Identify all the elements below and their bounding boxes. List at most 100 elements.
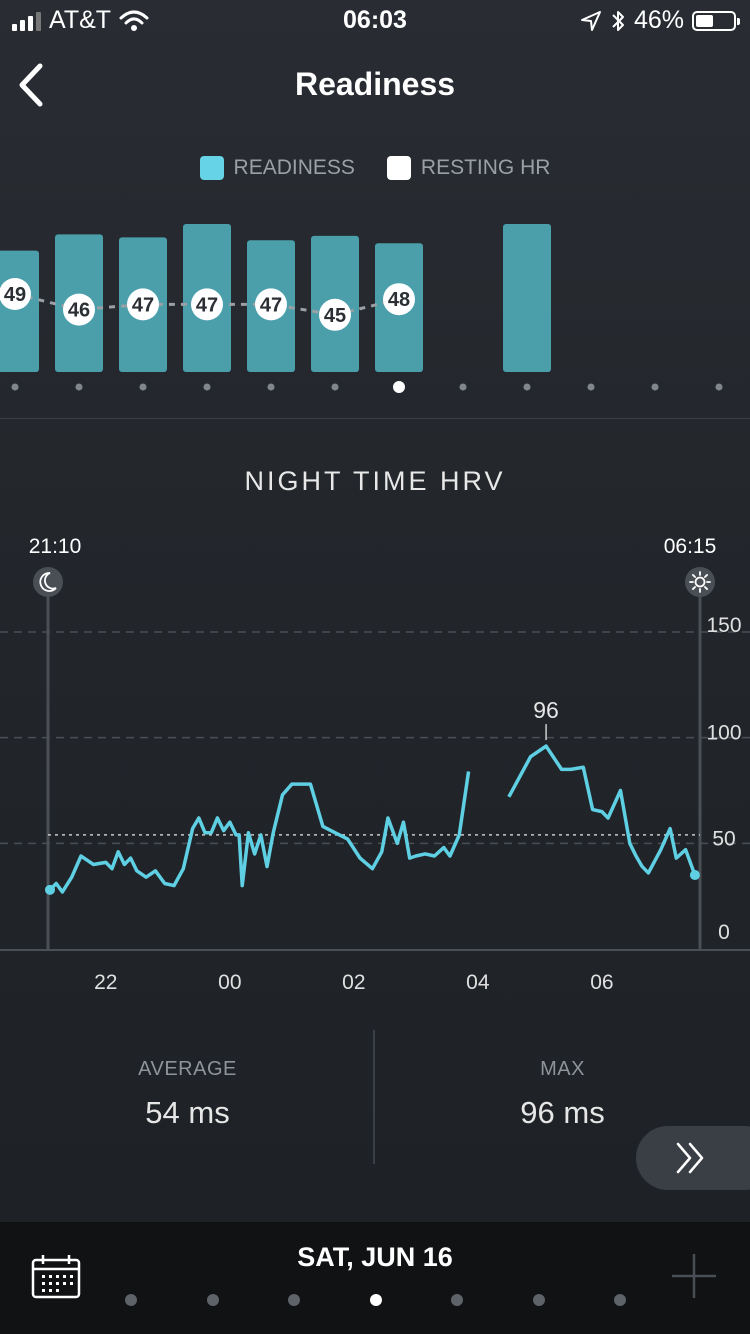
day-dot <box>75 383 83 391</box>
resting-hr-label: 46 <box>68 300 90 322</box>
status-bar: AT&T 06:03 46% <box>0 0 750 40</box>
moon-icon <box>33 567 63 597</box>
resting-hr-label: 48 <box>388 289 410 311</box>
stat-average: AVERAGE 54 ms <box>0 1058 375 1131</box>
hrv-end-point <box>689 870 700 881</box>
hrv-section-title: NIGHT TIME HRV <box>244 466 506 496</box>
x-tick-label: 06 <box>590 971 613 994</box>
start-time-label: 21:10 <box>29 535 82 558</box>
resting-hr-point: 45 <box>319 298 351 331</box>
y-tick-label: 100 <box>706 722 741 745</box>
resting-hr-marker <box>191 288 223 321</box>
date-pager[interactable] <box>0 1294 750 1308</box>
location-arrow-icon <box>580 10 601 31</box>
resting-hr-label: 45 <box>324 305 346 327</box>
day-dot <box>11 383 19 391</box>
resting-hr-marker <box>255 288 287 321</box>
battery-percent: 46% <box>633 6 684 34</box>
peak-label: 96 <box>533 697 559 723</box>
stats-divider <box>373 1030 375 1164</box>
double-chevron-right-icon <box>676 1142 704 1174</box>
resting-hr-label: 49 <box>4 284 26 306</box>
day-dot <box>459 383 467 391</box>
day-dot <box>587 383 595 391</box>
end-time-label: 06:15 <box>664 535 717 558</box>
selected-date[interactable]: SAT, JUN 16 <box>297 1242 453 1272</box>
status-right: 46% <box>580 6 740 35</box>
resting-hr-label: 47 <box>132 294 154 316</box>
day-dot <box>203 383 211 391</box>
signal-icon <box>12 11 41 31</box>
legend-label-resting-hr: RESTING HR <box>420 156 551 179</box>
legend-label-readiness: READINESS <box>233 156 355 179</box>
hrv-series-line <box>507 744 697 876</box>
legend-swatch-readiness <box>199 156 224 180</box>
next-button[interactable] <box>636 1126 750 1190</box>
stat-average-label: AVERAGE <box>138 1058 237 1080</box>
stat-average-value: 54 ms <box>145 1095 230 1130</box>
x-tick-label: 22 <box>94 971 117 994</box>
resting-hr-label: 47 <box>196 294 218 316</box>
y-tick-label: 50 <box>712 827 735 850</box>
y-tick-label: 150 <box>706 614 741 637</box>
legend-item-resting-hr: RESTING HR <box>386 156 551 180</box>
pager-dot-active[interactable] <box>369 1294 382 1306</box>
resting-hr-marker <box>63 293 95 326</box>
x-tick-label: 02 <box>342 971 365 994</box>
stat-max: MAX 96 ms <box>375 1058 750 1131</box>
readiness-chart[interactable]: 49 46 47 47 47 45 48 <box>0 200 750 410</box>
day-dot <box>139 383 147 391</box>
plus-icon[interactable] <box>670 1252 718 1300</box>
day-dot <box>523 383 531 391</box>
day-dot <box>651 383 659 391</box>
resting-hr-point: 47 <box>255 288 287 321</box>
hrv-start-point <box>45 884 55 895</box>
battery-icon <box>692 10 740 31</box>
pager-dot[interactable] <box>288 1294 300 1306</box>
legend-swatch-resting-hr <box>386 156 411 180</box>
day-dot <box>331 383 339 391</box>
calendar-icon[interactable] <box>30 1252 82 1300</box>
bottom-bar: SAT, JUN 16 <box>0 1222 750 1334</box>
pager-dot[interactable] <box>614 1294 626 1306</box>
wifi-icon <box>119 10 149 31</box>
carrier-label: AT&T <box>49 6 112 34</box>
legend-item-readiness: READINESS <box>199 156 355 180</box>
y-tick-label: 0 <box>718 921 730 944</box>
resting-hr-point: 47 <box>127 288 159 321</box>
resting-hr-marker <box>383 283 415 316</box>
resting-hr-label: 47 <box>260 294 282 316</box>
day-dot <box>715 383 723 391</box>
page-title: Readiness <box>294 66 456 102</box>
x-tick-label: 04 <box>466 971 490 994</box>
resting-hr-point: 47 <box>191 288 223 321</box>
status-left: AT&T <box>12 6 149 35</box>
section-divider <box>0 418 750 419</box>
stat-max-label: MAX <box>540 1058 585 1080</box>
resting-hr-point: 48 <box>383 283 415 316</box>
bluetooth-icon <box>612 10 624 31</box>
status-time: 06:03 <box>343 6 407 34</box>
day-dot-active <box>393 381 405 393</box>
pager-dot[interactable] <box>206 1294 219 1306</box>
stat-max-value: 96 ms <box>520 1095 605 1130</box>
readiness-bar <box>503 224 551 372</box>
day-dot <box>267 383 275 391</box>
sun-icon <box>685 567 715 597</box>
pager-dot[interactable] <box>532 1294 545 1306</box>
hrv-series-line <box>48 771 471 894</box>
pager-dot[interactable] <box>125 1294 137 1306</box>
x-tick-label: 00 <box>218 971 241 994</box>
resting-hr-point: 49 <box>0 278 31 310</box>
hrv-stats: AVERAGE 54 ms MAX 96 ms <box>0 1030 750 1164</box>
readiness-bar <box>0 250 39 372</box>
resting-hr-marker <box>0 278 31 310</box>
resting-hr-marker <box>319 298 351 331</box>
pager-dot[interactable] <box>451 1294 463 1306</box>
back-button[interactable] <box>14 60 54 110</box>
chart-legend: READINESS RESTING HR <box>0 156 750 180</box>
hrv-chart[interactable]: 0 50 100 150 22 00 02 04 06 21:10 06:15 96 <box>0 520 750 1020</box>
resting-hr-point: 46 <box>63 293 95 326</box>
resting-hr-marker <box>127 288 159 321</box>
